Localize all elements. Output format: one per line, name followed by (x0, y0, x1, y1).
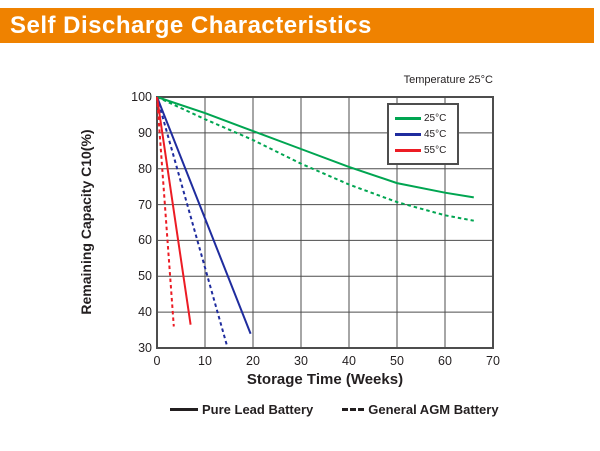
x-tick-label-40: 40 (342, 354, 356, 368)
legend-swatch-45c (395, 132, 421, 136)
temperature-legend: 25°C 45°C 55°C (387, 103, 459, 165)
series-line-25-c-general-agm-battery (156, 96, 474, 222)
legend-label-general-agm: General AGM Battery (368, 402, 499, 417)
series-line-45-c-pure-lead-battery (156, 96, 252, 335)
legend-group-pure-lead: Pure Lead Battery (170, 402, 313, 417)
y-tick-label-30: 30 (138, 341, 152, 355)
y-tick-label-60: 60 (138, 233, 152, 248)
y-tick-label-70: 70 (138, 197, 152, 212)
y-tick-label-90: 90 (138, 125, 152, 140)
x-tick-label-10: 10 (198, 354, 212, 368)
series-line-45-c-general-agm-battery (156, 96, 228, 345)
y-tick-label-100: 100 (131, 90, 152, 104)
legend-label-25c: 25°C (424, 112, 447, 124)
x-tick-label-0: 0 (153, 354, 161, 368)
page-title: Self Discharge Characteristics (10, 12, 372, 39)
dashed-line-swatch (342, 408, 365, 411)
plot-frame (156, 96, 494, 349)
y-axis-title: Remaining Capacity C10(%) (78, 129, 94, 315)
legend-row-45c: 45°C (395, 126, 453, 142)
x-tick-label-70: 70 (486, 354, 500, 368)
page-title-bar: Self Discharge Characteristics (0, 8, 594, 43)
legend-label-55c: 55°C (424, 144, 447, 156)
legend-row-55c: 55°C (395, 142, 453, 158)
legend-swatch-55c (395, 148, 421, 152)
x-tick-label-60: 60 (438, 354, 452, 368)
legend-group-general-agm: General AGM Battery (342, 402, 499, 417)
legend-label-45c: 45°C (424, 128, 447, 140)
series-line-55-c-pure-lead-battery (156, 96, 192, 325)
x-tick-label-50: 50 (390, 354, 404, 368)
legend-swatch-25c (395, 116, 421, 120)
legend-row-25c: 25°C (395, 110, 453, 126)
series-line-25-c-pure-lead-battery (156, 96, 474, 199)
x-tick-label-20: 20 (246, 354, 260, 368)
temperature-note: Temperature 25°C (403, 74, 493, 86)
y-tick-label-50: 50 (138, 269, 152, 284)
battery-type-legend: Pure Lead Battery General AGM Battery (170, 402, 499, 417)
series-line-55-c-general-agm-battery (156, 96, 175, 327)
y-tick-label-40: 40 (138, 305, 152, 320)
solid-line-swatch (170, 408, 198, 411)
x-axis-title: Storage Time (Weeks) (246, 371, 404, 388)
x-tick-label-30: 30 (294, 354, 308, 368)
y-tick-label-80: 80 (138, 161, 152, 176)
legend-label-pure-lead: Pure Lead Battery (202, 402, 314, 417)
